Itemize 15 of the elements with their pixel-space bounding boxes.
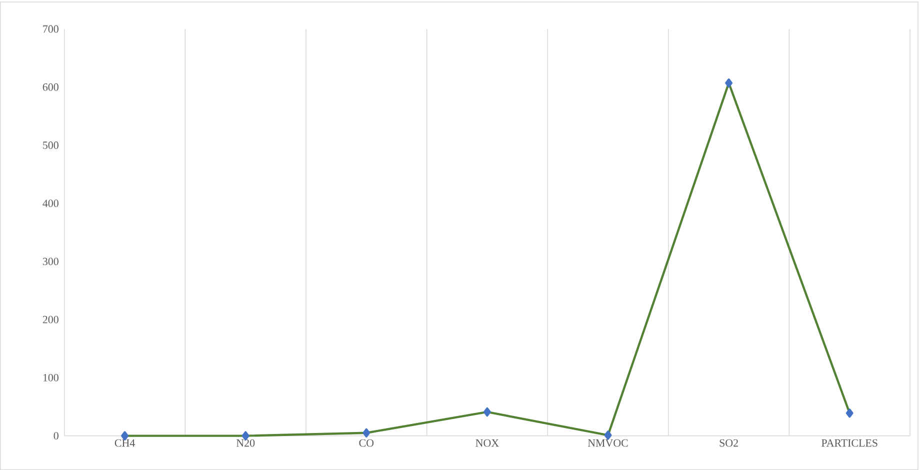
y-tick-label: 600: [42, 83, 58, 91]
x-tick-label: CH4: [114, 439, 135, 447]
x-tick-label: CO: [359, 439, 374, 447]
y-tick-label: 300: [42, 258, 58, 266]
x-tick-label: NMVOC: [588, 439, 628, 447]
y-tick-label: 400: [42, 200, 58, 207]
x-tick-label: PARTICLES: [822, 439, 878, 447]
y-tick-label: 700: [43, 25, 58, 33]
y-tick-label: 500: [43, 141, 58, 149]
x-tick-label: N20: [236, 439, 255, 447]
y-tick-label: 200: [42, 316, 58, 324]
x-tick-label: SO2: [720, 439, 738, 447]
y-tick-label: 0: [54, 432, 58, 440]
x-tick-label: NOX: [476, 439, 499, 447]
y-tick-label: 100: [43, 374, 58, 382]
